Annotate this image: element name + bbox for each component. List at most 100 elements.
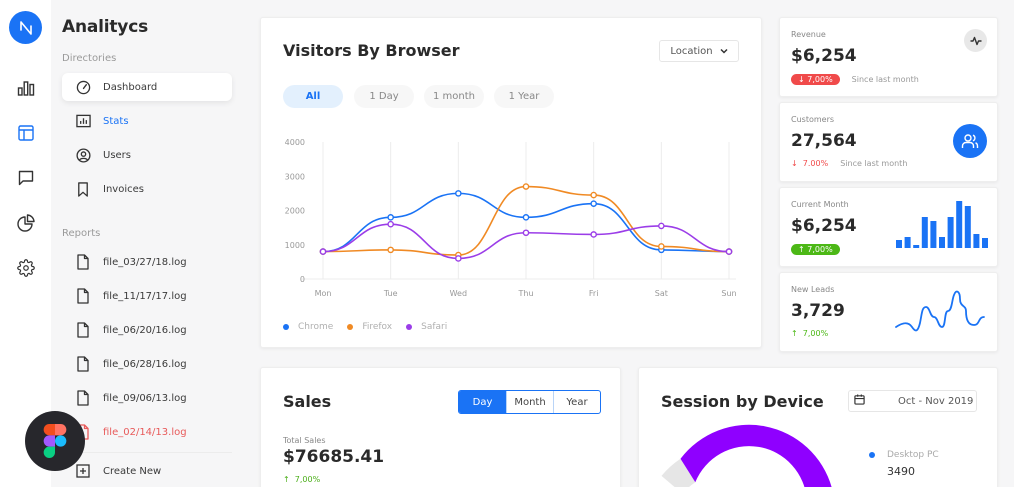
nav-item-dashboard[interactable]: Dashboard bbox=[62, 73, 232, 101]
chart-legend: Chrome Firefox Safari bbox=[283, 322, 447, 332]
file-icon bbox=[75, 254, 91, 270]
nav-item-invoices[interactable]: Invoices bbox=[62, 175, 232, 203]
device-donut-chart bbox=[661, 424, 832, 487]
report-file-error[interactable]: file_02/14/13.log bbox=[62, 418, 232, 446]
svg-text:Thu: Thu bbox=[517, 289, 533, 298]
sales-change: ↑ 7,00% bbox=[283, 475, 321, 484]
svg-text:Sat: Sat bbox=[655, 289, 668, 298]
nav-item-label: Invoices bbox=[103, 183, 144, 195]
message-icon[interactable] bbox=[16, 168, 36, 188]
nav-panel: Analitycs Directories Dashboard Stats Us… bbox=[51, 0, 243, 487]
segment-month[interactable]: Month bbox=[506, 391, 553, 413]
nav-item-users[interactable]: Users bbox=[62, 141, 232, 169]
stat-card-revenue: Revenue $6,254 ↓ 7,00% Since last month bbox=[779, 17, 998, 97]
filter-1-day[interactable]: 1 Day bbox=[354, 85, 414, 108]
create-new-button[interactable]: Create New bbox=[62, 457, 232, 485]
pie-chart-icon[interactable] bbox=[16, 213, 36, 233]
report-label: file_02/14/13.log bbox=[103, 426, 187, 438]
figma-badge[interactable] bbox=[25, 411, 85, 471]
stat-change: ↓ 7,00% Since last month bbox=[791, 74, 919, 85]
card-title: Sales bbox=[283, 392, 332, 411]
stat-label: Customers bbox=[791, 115, 835, 124]
location-dropdown[interactable]: Location bbox=[659, 40, 739, 62]
legend-chrome[interactable]: Chrome bbox=[283, 322, 333, 332]
sales-period-toggle: Day Month Year bbox=[458, 390, 601, 414]
legend-safari[interactable]: Safari bbox=[406, 322, 447, 332]
legend-desktop-pc-value: 3490 bbox=[887, 465, 915, 478]
stat-change: ↑ 7,00% bbox=[791, 244, 840, 255]
report-label: file_06/28/16.log bbox=[103, 358, 187, 370]
report-file[interactable]: file_06/28/16.log bbox=[62, 350, 232, 378]
svg-text:2000: 2000 bbox=[285, 207, 305, 216]
stat-card-customers: Customers 27,564 ↓ 7.00% Since last mont… bbox=[779, 102, 998, 182]
segment-day[interactable]: Day bbox=[459, 391, 506, 413]
svg-text:3000: 3000 bbox=[285, 172, 305, 181]
bookmark-icon bbox=[75, 181, 91, 197]
session-by-device-card: Session by Device Oct - Nov 2019 Desktop… bbox=[638, 367, 998, 487]
figma-logo-icon bbox=[43, 424, 67, 458]
report-file[interactable]: file_06/20/16.log bbox=[62, 316, 232, 344]
chevron-down-icon bbox=[720, 48, 728, 54]
filter-all[interactable]: All bbox=[283, 85, 343, 108]
stat-label: New Leads bbox=[791, 285, 835, 294]
legend-desktop-pc: Desktop PC bbox=[869, 450, 939, 460]
stat-label: Revenue bbox=[791, 30, 826, 39]
calendar-icon bbox=[854, 394, 866, 408]
visitors-by-browser-card: Visitors By Browser Location All 1 Day 1… bbox=[260, 17, 762, 348]
create-new-label: Create New bbox=[103, 465, 162, 477]
svg-text:4000: 4000 bbox=[285, 138, 305, 147]
svg-text:Mon: Mon bbox=[315, 289, 332, 298]
stat-value: $6,254 bbox=[791, 216, 857, 236]
total-sales-value: $76685.41 bbox=[283, 447, 385, 467]
card-title: Session by Device bbox=[661, 392, 824, 411]
users-icon[interactable] bbox=[953, 124, 987, 158]
date-range-label: Oct - Nov 2019 bbox=[898, 395, 974, 407]
change-badge: ↓ 7,00% bbox=[791, 74, 840, 85]
brand-logo-icon[interactable] bbox=[9, 11, 42, 44]
report-file[interactable]: file_09/06/13.log bbox=[62, 384, 232, 412]
bar-chart-icon[interactable] bbox=[16, 78, 36, 98]
report-label: file_03/27/18.log bbox=[103, 256, 187, 268]
svg-text:Fri: Fri bbox=[589, 289, 599, 298]
activity-icon[interactable] bbox=[964, 29, 987, 52]
plus-square-icon bbox=[75, 463, 91, 479]
svg-text:Tue: Tue bbox=[383, 289, 398, 298]
stat-label: Current Month bbox=[791, 200, 849, 209]
report-file[interactable]: file_03/27/18.log bbox=[62, 248, 232, 276]
settings-icon[interactable] bbox=[16, 258, 36, 278]
nav-item-label: Users bbox=[103, 149, 132, 161]
nav-item-label: Dashboard bbox=[103, 81, 158, 93]
report-label: file_06/20/16.log bbox=[103, 324, 187, 336]
app-title: Analitycs bbox=[62, 17, 148, 37]
nav-item-stats[interactable]: Stats bbox=[62, 107, 232, 135]
svg-text:Sun: Sun bbox=[721, 289, 736, 298]
dropdown-label: Location bbox=[670, 45, 713, 57]
directories-heading: Directories bbox=[62, 53, 117, 64]
file-icon bbox=[75, 356, 91, 372]
legend-firefox[interactable]: Firefox bbox=[347, 322, 392, 332]
file-icon bbox=[75, 390, 91, 406]
reports-heading: Reports bbox=[62, 228, 101, 239]
nav-divider bbox=[62, 452, 232, 453]
file-icon bbox=[75, 288, 91, 304]
since-label: Since last month bbox=[851, 75, 919, 84]
change-badge: ↑ 7,00% bbox=[791, 244, 840, 255]
visitors-line-chart: Mon Tue Wed Thu Fri Sat Sun 0 1000 2000 3000 4000 bbox=[285, 138, 737, 298]
stat-change: ↓ 7.00% Since last month bbox=[791, 159, 908, 168]
stat-change: ↑ 7,00% bbox=[791, 329, 829, 338]
stat-value: $6,254 bbox=[791, 46, 857, 66]
stats-icon bbox=[75, 113, 91, 129]
stat-value: 3,729 bbox=[791, 301, 845, 321]
filter-1-month[interactable]: 1 month bbox=[424, 85, 484, 108]
nav-item-label: Stats bbox=[103, 115, 129, 127]
report-label: file_09/06/13.log bbox=[103, 392, 187, 404]
layout-icon[interactable] bbox=[16, 123, 36, 143]
filter-1-year[interactable]: 1 Year bbox=[494, 85, 554, 108]
sales-card: Sales Day Month Year Total Sales $76685.… bbox=[260, 367, 621, 487]
stat-value: 27,564 bbox=[791, 131, 857, 151]
stat-card-new-leads: New Leads 3,729 ↑ 7,00% bbox=[779, 272, 998, 352]
total-sales-label: Total Sales bbox=[283, 436, 326, 445]
report-file[interactable]: file_11/17/17.log bbox=[62, 282, 232, 310]
date-range-picker[interactable]: Oct - Nov 2019 bbox=[848, 390, 977, 412]
segment-year[interactable]: Year bbox=[553, 391, 600, 413]
